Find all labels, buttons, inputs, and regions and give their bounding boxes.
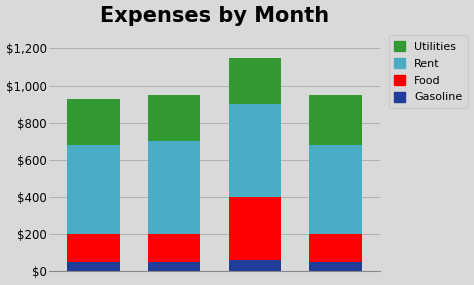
Bar [310, 234, 362, 262]
Bar [310, 262, 362, 271]
Bar [228, 58, 281, 104]
Bar [148, 95, 201, 141]
Bar [148, 234, 201, 262]
Bar [310, 95, 362, 145]
Bar [228, 104, 281, 197]
Title: Expenses by Month: Expenses by Month [100, 5, 329, 26]
Bar [67, 145, 120, 234]
Legend: Utilities, Rent, Food, Gasoline: Utilities, Rent, Food, Gasoline [389, 35, 468, 108]
Bar [228, 260, 281, 271]
Bar [148, 262, 201, 271]
Bar [67, 262, 120, 271]
Bar [67, 99, 120, 145]
Bar [228, 197, 281, 260]
Bar [148, 141, 201, 234]
Bar [67, 234, 120, 262]
Bar [310, 145, 362, 234]
